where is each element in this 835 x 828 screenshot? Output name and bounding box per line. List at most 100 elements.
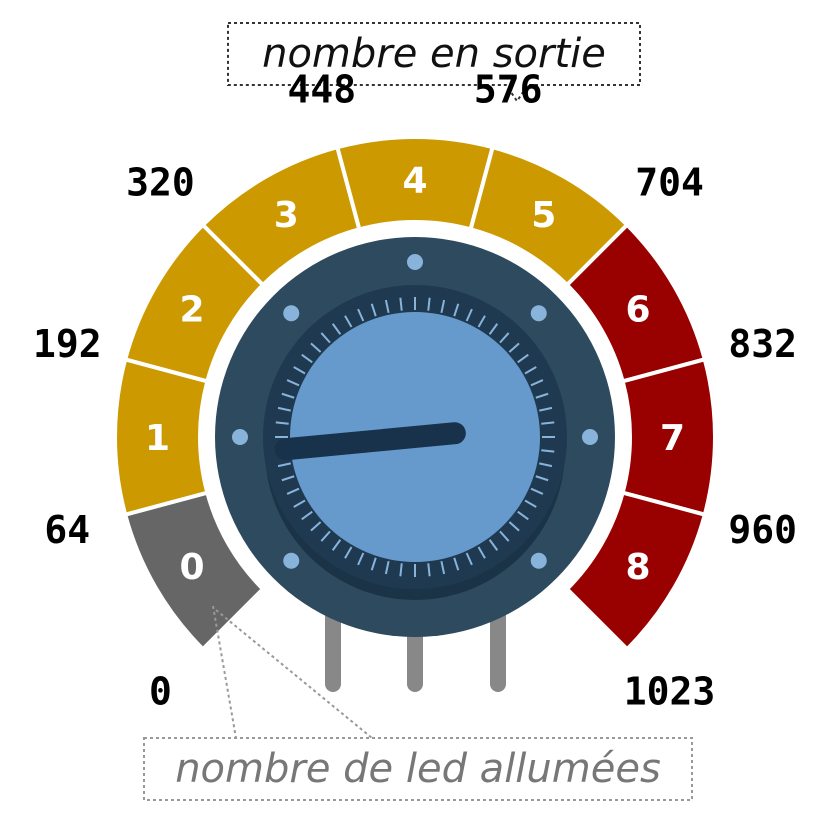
led-segment-3: 3	[200, 144, 362, 288]
knob-tick	[517, 510, 529, 521]
knob-tick	[524, 499, 537, 508]
knob-tick	[477, 315, 486, 328]
led-segment-label: 6	[625, 289, 650, 330]
knob-tick	[427, 563, 431, 577]
knob-tick	[286, 487, 300, 495]
knob-tick	[524, 366, 537, 375]
led-segment-label: 2	[179, 289, 204, 330]
knob-tick	[517, 353, 529, 364]
knob-tick	[310, 521, 322, 532]
knob-tick	[310, 342, 322, 353]
led-segment-1: 1	[113, 356, 210, 518]
knob-pointer	[274, 422, 466, 461]
knob-tick	[277, 462, 291, 468]
knob-tick	[370, 303, 377, 317]
knob-dot	[407, 254, 423, 270]
knob-tick	[539, 406, 553, 412]
pin-right	[490, 600, 506, 692]
led-segment-label: 7	[660, 418, 685, 459]
knob-tick	[535, 392, 549, 399]
knob-tick	[357, 552, 365, 566]
led-segment-label: 0	[179, 547, 204, 588]
knob-tick	[281, 392, 295, 399]
leds-callout-text: nombre de led allumées	[175, 746, 661, 792]
boundary-label-64: 64	[44, 508, 90, 552]
boundary-label-576: 576	[474, 67, 543, 111]
potentiometer-knob	[215, 237, 615, 637]
led-segment-8: 8	[564, 490, 708, 652]
leds-connector	[212, 605, 373, 739]
led-segment-label: 1	[145, 418, 170, 459]
knob-tick	[530, 487, 544, 495]
knob-tick	[453, 303, 460, 317]
knob-tick	[530, 379, 544, 387]
led-segment-label: 8	[625, 547, 650, 588]
knob-tick	[370, 557, 377, 571]
knob-dot	[232, 429, 248, 445]
knob-tick	[399, 297, 403, 311]
knob-tick	[281, 475, 295, 482]
knob-tick	[477, 546, 486, 559]
knob-tick	[331, 323, 342, 335]
knob-tick	[301, 510, 313, 521]
knob-tick	[427, 297, 431, 311]
knob-dot	[283, 552, 300, 569]
led-ring: 0 1 2 3 4 5 6 7 8	[113, 135, 717, 652]
led-segment-7: 7	[620, 356, 717, 518]
knob-tick	[286, 379, 300, 387]
boundary-label-448: 448	[288, 67, 357, 111]
knob-tick	[384, 561, 390, 575]
knob-tick	[499, 332, 510, 344]
knob-tick	[541, 449, 555, 453]
knob-tick	[357, 308, 365, 322]
knob-tick	[275, 421, 289, 425]
knob-tick	[293, 366, 306, 375]
knob-tick	[384, 299, 390, 313]
boundary-label-832: 832	[728, 322, 797, 366]
led-segment-label: 4	[402, 161, 427, 202]
knob-tick	[399, 563, 403, 577]
knob-tick	[331, 539, 342, 551]
knob-dot	[530, 305, 547, 322]
output-callout: nombre en sortie	[227, 22, 641, 103]
knob-dot	[582, 429, 598, 445]
knob-tick	[293, 499, 306, 508]
knob-tick	[440, 561, 446, 575]
knob-tick	[277, 406, 291, 412]
knob-tick	[453, 557, 460, 571]
knob-dots	[232, 254, 598, 569]
knob-tick	[488, 323, 499, 335]
boundary-label-960: 960	[728, 508, 797, 552]
knob-tick	[508, 342, 520, 353]
knob-tick	[508, 521, 520, 532]
knob-tick	[344, 315, 353, 328]
boundary-label-704: 704	[635, 160, 704, 204]
boundary-label-192: 192	[33, 322, 102, 366]
output-callout-box	[227, 22, 641, 103]
leds-callout: nombre de led allumées	[143, 605, 693, 801]
knob-dot	[283, 305, 300, 322]
knob-tick	[541, 421, 555, 425]
boundary-label-0: 0	[149, 670, 172, 714]
boundary-label-1023: 1023	[624, 670, 716, 714]
knob-tick	[301, 353, 313, 364]
knob-tick	[499, 530, 510, 542]
knob-tick	[465, 308, 473, 322]
knob-tick	[488, 539, 499, 551]
led-segment-shape	[564, 490, 708, 652]
led-segment-4: 4	[334, 135, 496, 232]
pin-left	[325, 600, 341, 692]
output-callout-text: nombre en sortie	[262, 31, 606, 77]
boundary-label-320: 320	[126, 160, 195, 204]
knob-tick	[465, 552, 473, 566]
knob-tick	[320, 332, 331, 344]
leds-callout-box	[143, 737, 693, 801]
knob-tick	[539, 462, 553, 468]
knob-tick	[440, 299, 446, 313]
knob-tick	[535, 475, 549, 482]
knob-dot	[530, 552, 547, 569]
knob-tick	[344, 546, 353, 559]
knob-tick	[320, 530, 331, 542]
